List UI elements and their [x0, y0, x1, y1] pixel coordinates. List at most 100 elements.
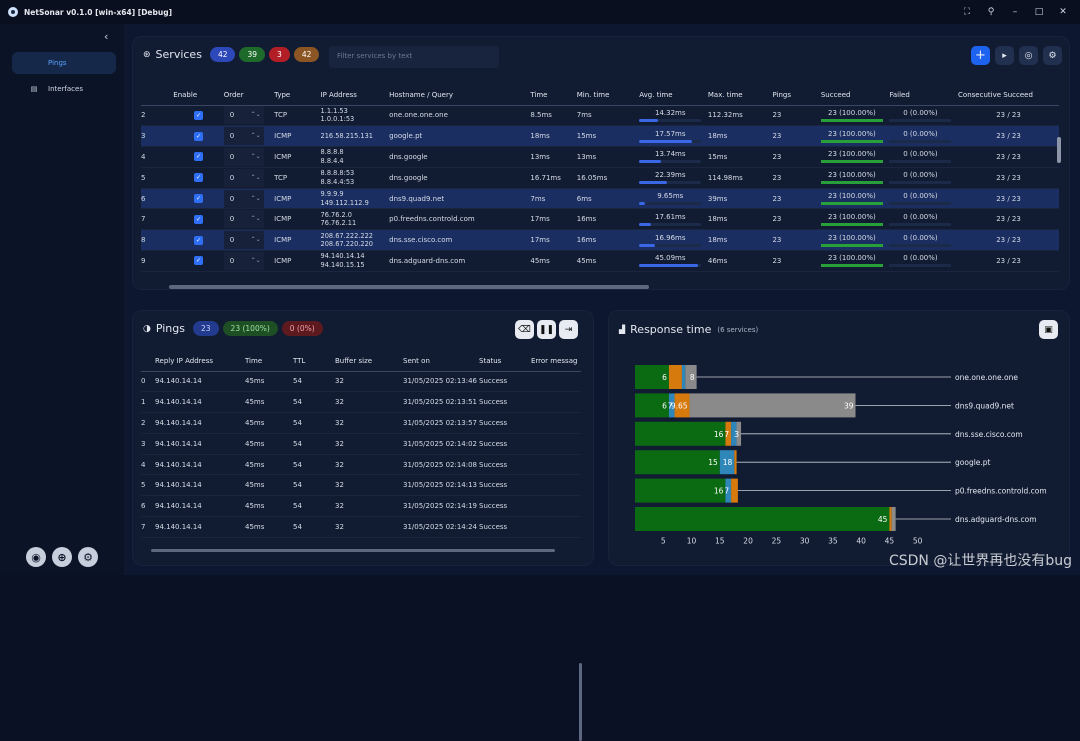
service-type: ICMP [274, 146, 321, 168]
col-type[interactable]: Type [274, 85, 321, 106]
table-row[interactable]: 3✓0ICMP216.58.215.131google.pt18ms15ms17… [141, 125, 1059, 148]
col-ip-address[interactable]: IP Address [320, 85, 390, 106]
table-row[interactable]: 2 94.140.14.14 45ms 54 32 31/05/2025 02:13:57… [141, 412, 581, 434]
order-stepper[interactable]: 0 [223, 231, 264, 250]
ip-secondary: 208.67.220.220 [320, 240, 373, 249]
add-service-button[interactable]: + [971, 46, 990, 65]
col-time[interactable]: Time [245, 351, 293, 372]
error-message [531, 391, 581, 414]
enable-checkbox[interactable]: ✓ [194, 110, 203, 120]
col-error-message[interactable]: Error messag [531, 351, 581, 372]
col-ttl[interactable]: TTL [293, 351, 335, 372]
pin-icon[interactable]: ⚲ [987, 7, 995, 17]
sidebar-item-pings[interactable]: Pings [12, 52, 116, 74]
col-pings[interactable]: Pings [772, 85, 821, 106]
col-enable[interactable]: Enable [173, 85, 224, 106]
ping-time: 45ms [245, 391, 293, 414]
min-time-value: 6ms [576, 188, 640, 210]
services-horizontal-scrollbar[interactable] [169, 285, 649, 289]
order-stepper[interactable]: 0 [223, 147, 264, 166]
export-button[interactable]: ⇥ [559, 320, 578, 339]
col-avg-time[interactable]: Avg. time [639, 85, 708, 106]
col-status[interactable]: Status [479, 351, 531, 372]
x-tick-label: 45 [885, 536, 895, 545]
order-stepper[interactable]: 0 [223, 251, 264, 270]
maximize-button[interactable]: □ [1034, 7, 1044, 17]
table-row[interactable]: 6 94.140.14.14 45ms 54 32 31/05/2025 02:14:19… [141, 495, 581, 518]
pings-success-badge: 23 (100%) [222, 321, 278, 336]
consecutive-succeed-value: 23 / 23 [958, 250, 1059, 272]
services-vertical-scrollbar[interactable] [1057, 137, 1061, 163]
order-stepper[interactable]: 0 [223, 189, 264, 208]
close-button[interactable]: ✕ [1059, 7, 1067, 17]
table-row[interactable]: 4 94.140.14.14 45ms 54 32 31/05/2025 02:14:08… [141, 454, 581, 476]
col-sent-on[interactable]: Sent on [403, 351, 479, 372]
failed-bar [889, 160, 952, 164]
order-stepper[interactable]: 0 [223, 127, 264, 146]
order-stepper[interactable]: 0 [223, 106, 264, 125]
sent-on: 31/05/2025 02:14:13 [403, 474, 479, 497]
hostname: dns.google [389, 146, 531, 168]
table-row[interactable]: 0 94.140.14.14 45ms 54 32 31/05/2025 02:13:46… [141, 371, 581, 393]
ping-status: Success [479, 495, 531, 518]
fullscreen-icon[interactable]: ⛶ [963, 7, 971, 17]
table-row[interactable]: 5 94.140.14.14 45ms 54 32 31/05/2025 02:14:13… [141, 474, 581, 497]
pings-count: 23 [772, 146, 821, 168]
enable-checkbox[interactable]: ✓ [194, 194, 203, 204]
enable-checkbox[interactable]: ✓ [194, 131, 203, 141]
col-succeed[interactable]: Succeed [820, 85, 890, 106]
col-buffer-size[interactable]: Buffer size [335, 351, 403, 372]
enable-checkbox[interactable]: ✓ [194, 235, 203, 245]
enable-checkbox[interactable]: ✓ [194, 152, 203, 162]
failed-bar [889, 264, 952, 268]
sidebar-item-interfaces[interactable]: ▤ Interfaces [12, 78, 116, 100]
table-row[interactable]: 4✓0ICMP8.8.8.88.8.4.4dns.google13ms13ms1… [141, 146, 1059, 168]
github-icon[interactable]: ◉ [26, 547, 46, 567]
succeed-bar-fill [820, 139, 883, 143]
table-row[interactable]: 1 94.140.14.14 45ms 54 32 31/05/2025 02:13:51… [141, 391, 581, 414]
min-time-value: 15ms [576, 125, 640, 148]
col-max-time[interactable]: Max. time [707, 85, 773, 106]
service-settings-button[interactable]: ⚙ [1043, 46, 1062, 65]
minimize-button[interactable]: – [1012, 7, 1018, 17]
enable-checkbox[interactable]: ✓ [194, 173, 203, 183]
service-type: TCP [274, 167, 321, 189]
col-time[interactable]: Time [530, 85, 577, 106]
col-failed[interactable]: Failed [889, 85, 959, 106]
save-chart-button[interactable]: ▣ [1039, 320, 1058, 339]
pings-vertical-scrollbar[interactable] [579, 663, 582, 741]
col-index[interactable] [141, 351, 155, 372]
service-filter-input[interactable]: Filter services by text [329, 46, 499, 68]
col-order[interactable]: Order [223, 85, 275, 106]
sent-on: 31/05/2025 02:14:08 [403, 454, 479, 476]
col-consecutive-succeed[interactable]: Consecutive Succeed [958, 85, 1059, 106]
row-index: 4 [141, 146, 174, 168]
pause-button[interactable]: ❚❚ [537, 320, 556, 339]
table-row[interactable]: 7 94.140.14.14 45ms 54 32 31/05/2025 02:14:24… [141, 516, 581, 538]
col-min-time[interactable]: Min. time [576, 85, 640, 106]
table-row[interactable]: 3 94.140.14.14 45ms 54 32 31/05/2025 02:14:02… [141, 433, 581, 455]
record-button[interactable]: ◎ [1019, 46, 1038, 65]
watermark: CSDN @让世界再也没有bug [888, 553, 1072, 569]
settings-icon[interactable]: ⚙ [78, 547, 98, 567]
row-index: 2 [141, 105, 174, 127]
collapse-sidebar-icon[interactable]: ‹ [104, 30, 109, 43]
enable-checkbox[interactable]: ✓ [194, 256, 203, 266]
pings-horizontal-scrollbar[interactable] [151, 549, 555, 552]
col-index[interactable] [141, 85, 174, 106]
order-stepper[interactable]: 0 [223, 210, 264, 229]
col-reply-ip[interactable]: Reply IP Address [155, 351, 245, 372]
order-stepper[interactable]: 0 [223, 168, 264, 187]
help-icon[interactable]: ⊕ [52, 547, 72, 567]
ping-time: 45ms [245, 454, 293, 476]
clear-pings-button[interactable]: ⌫ [515, 320, 534, 339]
enable-checkbox[interactable]: ✓ [194, 214, 203, 224]
play-button[interactable]: ▸ [995, 46, 1014, 65]
col-hostname[interactable]: Hostname / Query [389, 85, 531, 106]
